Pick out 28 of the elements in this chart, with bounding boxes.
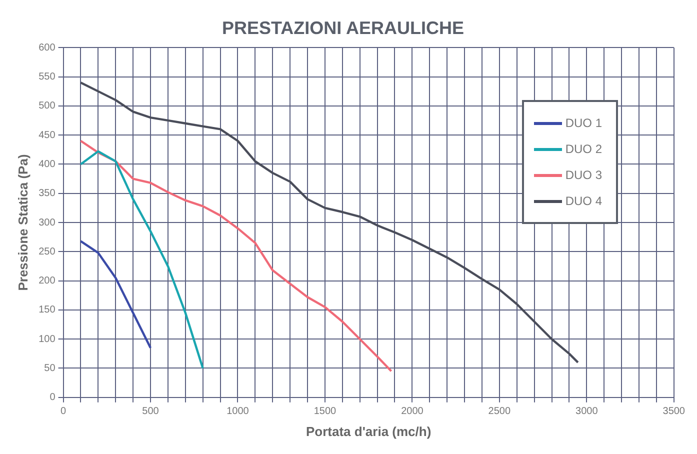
y-tick-label: 100 [38, 334, 56, 345]
x-tick-label: 1500 [314, 406, 337, 418]
y-tick-label: 600 [38, 42, 56, 54]
x-axis-title: Portata d'aria (mc/h) [306, 424, 432, 439]
y-tick-label: 150 [38, 304, 56, 316]
x-tick-label: 3500 [662, 406, 686, 418]
y-tick-label: 350 [38, 188, 56, 200]
y-tick-label: 200 [38, 276, 56, 287]
legend-label: DUO 4 [565, 194, 602, 208]
legend-label: DUO 2 [565, 142, 602, 156]
y-tick-label: 0 [50, 392, 56, 404]
x-tick-label: 3000 [576, 406, 598, 418]
y-tick-label: 400 [38, 158, 56, 170]
x-tick-label: 2000 [401, 406, 424, 418]
x-tick-label: 2500 [488, 406, 511, 418]
x-tick-label: 1000 [226, 406, 250, 418]
y-tick-label: 500 [38, 100, 56, 112]
y-axis-title: Pressione Statica (Pa) [15, 154, 30, 291]
x-tick-label: 500 [142, 406, 160, 418]
y-tick-label: 550 [38, 72, 56, 82]
y-tick-label: 50 [44, 363, 56, 374]
y-tick-label: 450 [38, 130, 56, 141]
x-tick-label: 0 [60, 406, 67, 418]
chart-title: PRESTAZIONI AERAULICHE [222, 18, 464, 38]
legend-label: DUO 3 [565, 168, 602, 182]
y-tick-label: 300 [38, 217, 56, 228]
legend-label: DUO 1 [565, 116, 602, 130]
y-tick-label: 250 [38, 246, 56, 258]
